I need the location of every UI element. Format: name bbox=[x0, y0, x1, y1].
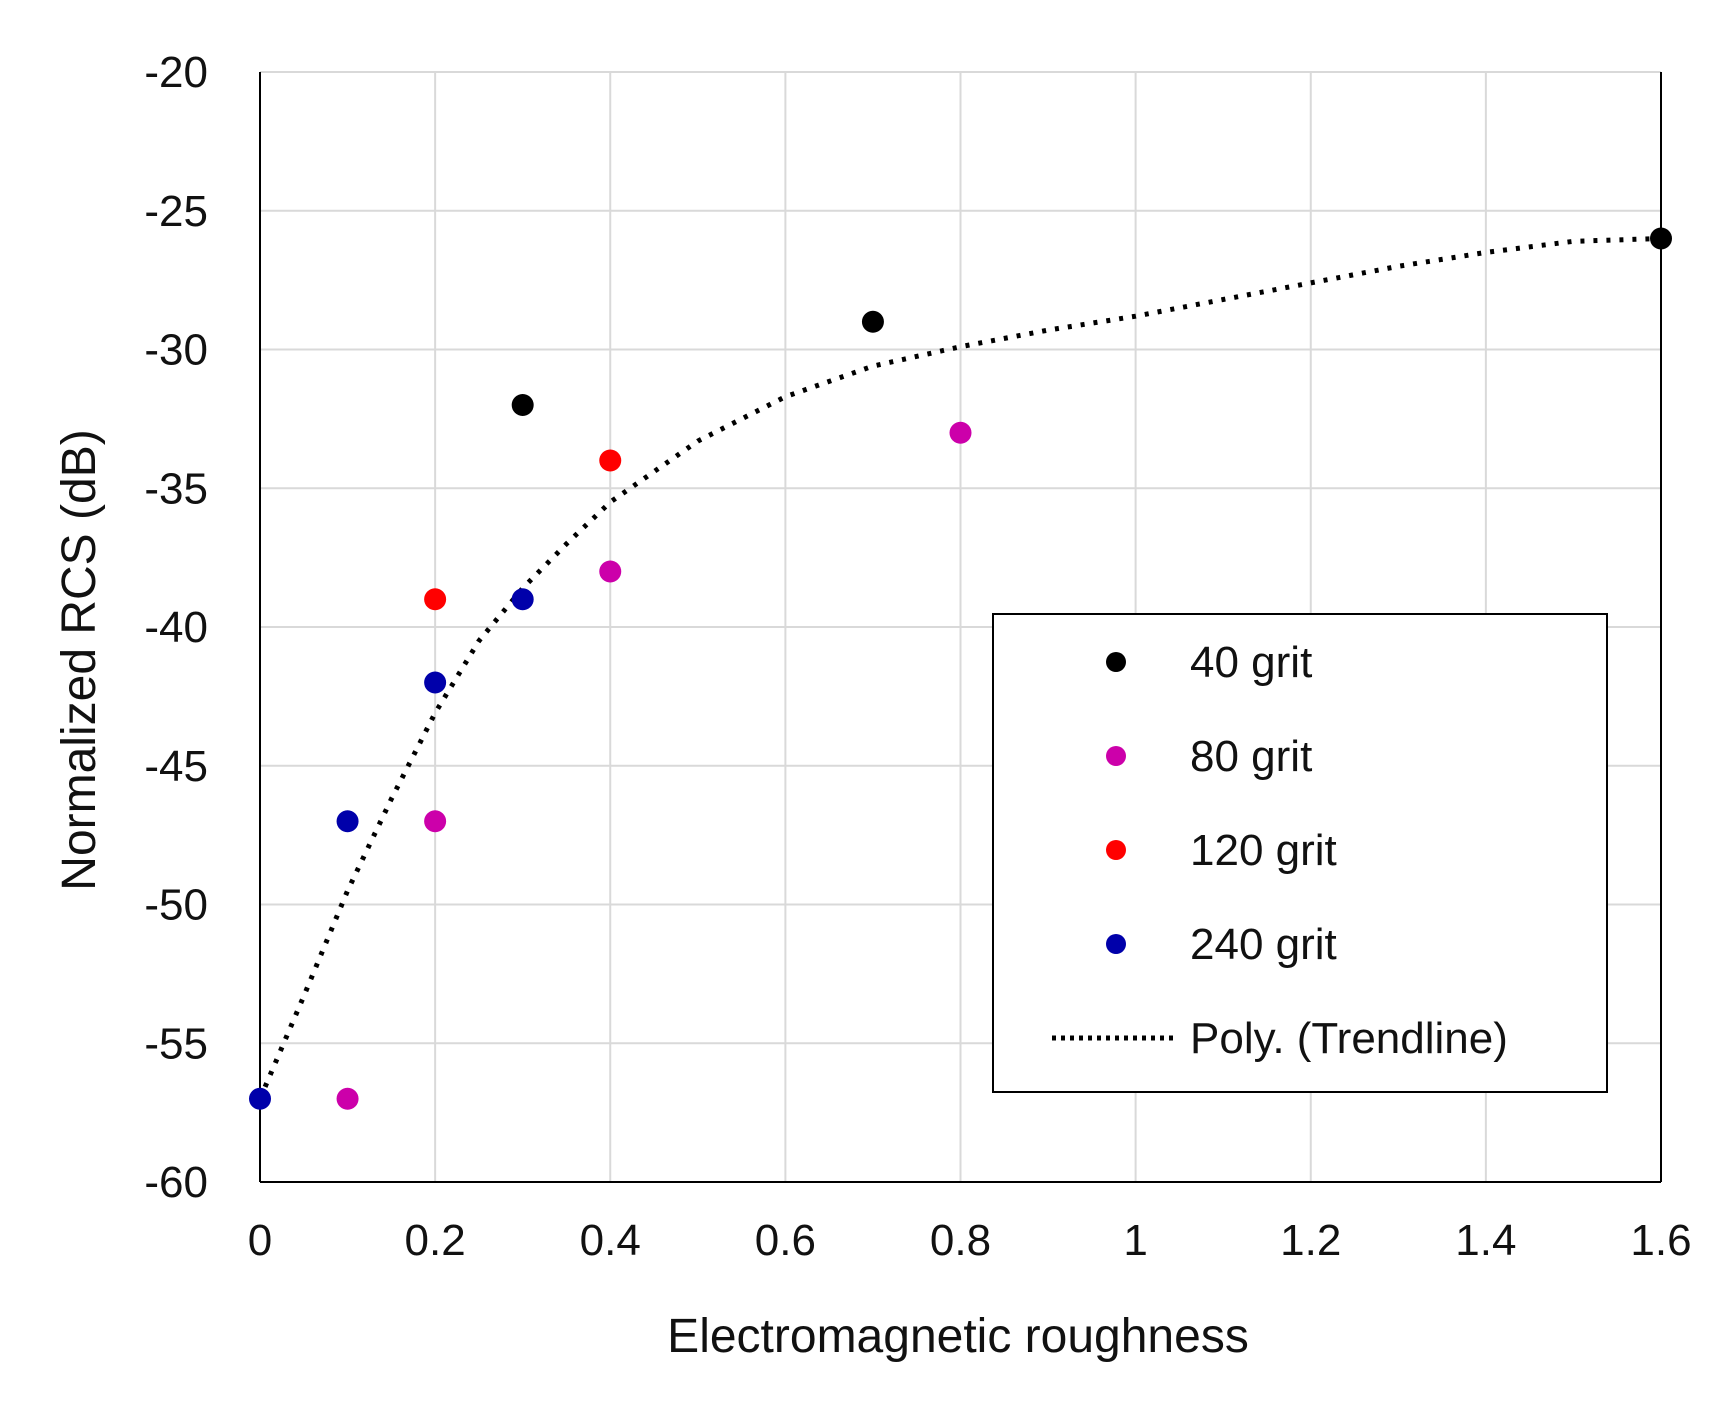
points-layer bbox=[249, 227, 1672, 1110]
point-240-grit bbox=[336, 810, 359, 833]
point-80-grit bbox=[424, 810, 447, 833]
legend-marker-40-grit bbox=[1106, 652, 1126, 672]
x-tick-label: 0.2 bbox=[405, 1216, 466, 1265]
legend-marker-120-grit bbox=[1106, 840, 1126, 860]
x-tick-label: 1 bbox=[1123, 1216, 1147, 1265]
point-120-grit bbox=[424, 588, 447, 611]
legend: 40 grit 80 grit 120 grit 240 grit Poly. … bbox=[992, 613, 1608, 1093]
point-240-grit bbox=[424, 671, 447, 694]
y-axis-title: Normalized RCS (dB) bbox=[53, 429, 106, 890]
x-tick-label: 1.2 bbox=[1280, 1216, 1341, 1265]
tick-labels-layer: 0 0.2 0.4 0.6 0.8 1 1.2 1.4 1.6 -60 -55 -50 -45 -40 -3… bbox=[144, 48, 1691, 1265]
y-tick-label: -60 bbox=[144, 1158, 208, 1207]
y-tick-label: -55 bbox=[144, 1019, 208, 1068]
y-tick-label: -35 bbox=[144, 464, 208, 513]
x-axis-title: Electromagnetic roughness bbox=[667, 1310, 1249, 1363]
point-80-grit bbox=[949, 421, 972, 444]
legend-label-80-grit: 80 grit bbox=[1190, 732, 1312, 781]
legend-label-240-grit: 240 grit bbox=[1190, 920, 1337, 969]
y-tick-label: -50 bbox=[144, 881, 208, 930]
x-tick-label: 0.8 bbox=[930, 1216, 991, 1265]
x-tick-label: 0.6 bbox=[755, 1216, 816, 1265]
x-tick-label: 0 bbox=[248, 1216, 272, 1265]
legend-marker-240-grit bbox=[1106, 934, 1126, 954]
legend-marker-80-grit bbox=[1106, 746, 1126, 766]
y-tick-label: -30 bbox=[144, 326, 208, 375]
x-tick-label: 1.6 bbox=[1630, 1216, 1691, 1265]
x-tick-label: 0.4 bbox=[580, 1216, 641, 1265]
point-80-grit bbox=[336, 1087, 359, 1110]
axes-layer bbox=[259, 72, 1662, 1183]
point-40-grit bbox=[1650, 227, 1672, 250]
point-240-grit bbox=[511, 588, 534, 611]
point-120-grit bbox=[599, 449, 622, 472]
y-tick-label: -25 bbox=[144, 187, 208, 236]
legend-label-trendline: Poly. (Trendline) bbox=[1190, 1014, 1508, 1063]
legend-label-120-grit: 120 grit bbox=[1190, 826, 1337, 875]
point-240-grit bbox=[249, 1087, 271, 1110]
point-40-grit bbox=[861, 310, 884, 333]
point-40-grit bbox=[511, 394, 534, 416]
y-tick-label: -45 bbox=[144, 742, 208, 791]
y-tick-label: -20 bbox=[144, 48, 208, 97]
y-tick-label: -40 bbox=[144, 603, 208, 652]
legend-label-40-grit: 40 grit bbox=[1190, 638, 1312, 687]
point-80-grit bbox=[599, 560, 622, 583]
legend-box bbox=[992, 613, 1608, 1093]
x-tick-label: 1.4 bbox=[1455, 1216, 1516, 1265]
